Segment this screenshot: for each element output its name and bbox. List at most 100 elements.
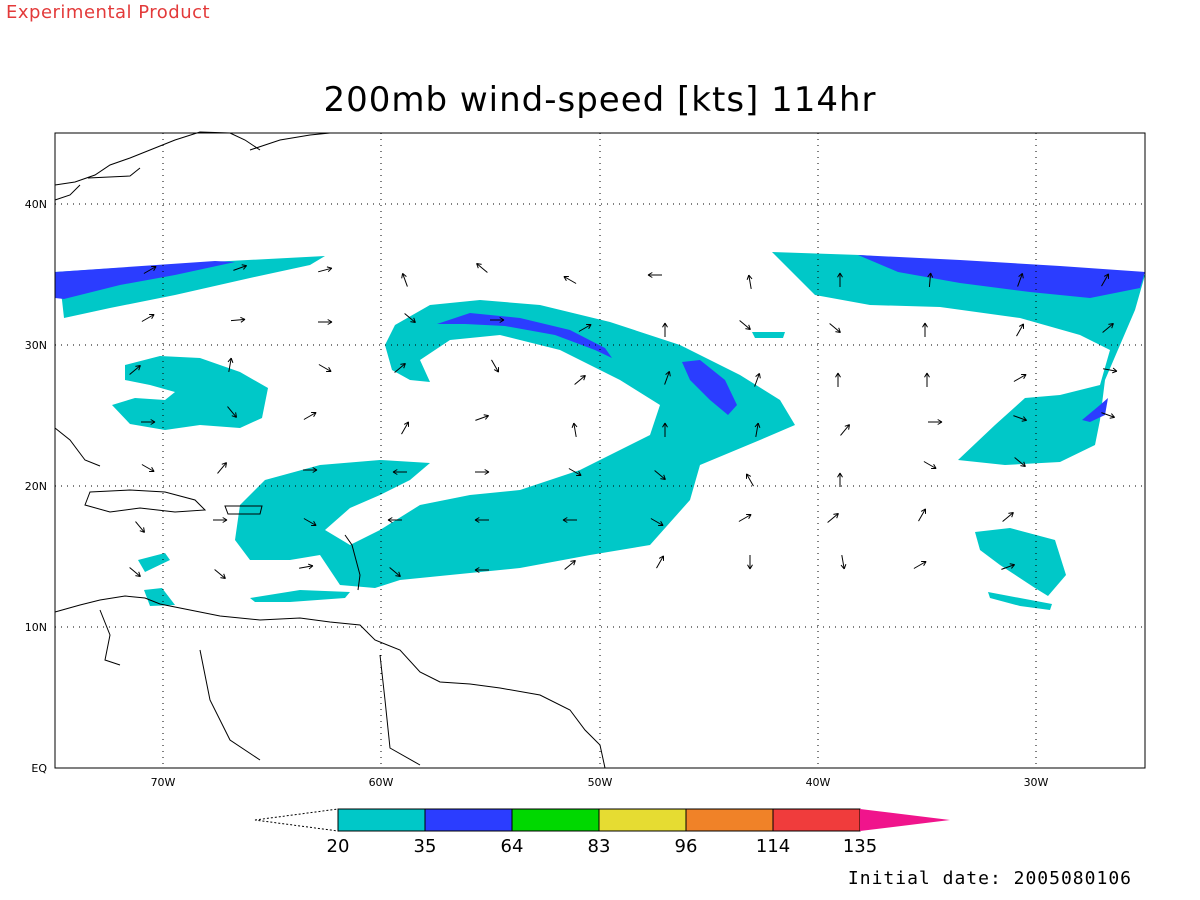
wind-arrow-head: [499, 317, 505, 321]
wind-arrow-head: [937, 419, 943, 423]
wind-arrow-head: [1023, 416, 1027, 421]
wind-arrow-head: [1023, 374, 1027, 380]
wind-arrow-head: [837, 272, 841, 278]
wind-arrow-head: [398, 571, 401, 577]
wind-arrow: [578, 324, 592, 332]
wind-arrow-head: [392, 469, 398, 473]
shade-20-small-patch: [752, 332, 785, 338]
initial-date-label: Initial date: 2005080106: [847, 868, 1132, 889]
wind-arrow-head: [313, 520, 317, 526]
wind-arrow-head: [570, 560, 576, 562]
wind-arrow: [214, 569, 226, 579]
coastline-nova-scotia: [249, 132, 331, 151]
wind-arrow-head: [222, 517, 228, 521]
shade-20-blob-west: [112, 356, 268, 430]
wind-arrow: [303, 518, 317, 526]
wind-arrow: [564, 560, 576, 570]
wind-arrow-head: [835, 331, 841, 333]
wind-arrow: [227, 406, 237, 418]
wind-arrow-head: [835, 372, 839, 378]
wind-arrow: [318, 364, 332, 372]
wind-arrow-head: [476, 263, 479, 269]
coastline-lesser-antilles: [344, 534, 361, 591]
wind-arrow: [135, 521, 145, 533]
wind-arrow-head: [135, 575, 141, 577]
wind-arrow-head: [571, 422, 575, 428]
wind-arrow: [913, 561, 927, 569]
shade-20-bit-caribbean-2: [144, 588, 175, 606]
wind-arrow-head: [562, 517, 568, 521]
wind-arrow-head: [1021, 273, 1024, 279]
wind-arrow-head: [227, 357, 232, 363]
wind-arrow: [923, 461, 937, 469]
wind-arrow: [217, 462, 227, 474]
wind-arrow-head: [231, 415, 237, 418]
wind-arrow-head: [588, 324, 592, 330]
wind-arrow-head: [933, 463, 937, 469]
wind-arrow: [563, 276, 577, 284]
wind-arrow: [840, 424, 850, 436]
wind-arrow: [143, 266, 157, 274]
wind-arrow-head: [402, 273, 407, 277]
lat-tick-labels: EQ 10N 20N 30N 40N: [25, 198, 48, 775]
wind-arrow: [141, 314, 155, 322]
lat-tick-label: 20N: [25, 480, 47, 493]
shade-35-jet-northeast-tip: [1082, 398, 1108, 422]
wind-arrow-head: [573, 422, 578, 428]
wind-arrow-head: [647, 274, 653, 278]
wind-arrow-head: [839, 272, 843, 278]
wind-arrow-head: [241, 264, 247, 267]
wind-arrow-head: [138, 571, 141, 577]
wind-arrow-head: [235, 412, 237, 418]
chart-title: 200mb wind-speed [kts] 114hr: [323, 80, 877, 120]
lat-tick-label: 30N: [25, 339, 47, 352]
wind-arrow: [476, 263, 488, 273]
wind-arrow-head: [308, 563, 314, 567]
colorbar-swatch-4: [685, 808, 774, 832]
colorbar-label: 114: [756, 836, 790, 857]
wind-arrow-head: [221, 462, 227, 465]
wind-arrow-head: [757, 422, 761, 428]
wind-arrow-head: [839, 472, 843, 478]
wind-arrow-head: [647, 272, 653, 276]
wind-arrow-head: [758, 373, 761, 379]
wind-arrow: [389, 567, 401, 577]
wind-arrow-head: [924, 372, 928, 378]
wind-arrow-head: [748, 324, 751, 330]
wind-arrow-head: [151, 314, 155, 320]
colorbar-label: 96: [675, 836, 698, 857]
wind-arrow-head: [1009, 563, 1015, 566]
shade-20-central-hook: [235, 300, 795, 588]
wind-arrow-head: [754, 422, 759, 428]
wind-arrow-head: [493, 369, 499, 373]
wind-arrow: [299, 565, 313, 569]
wind-arrow-head: [1008, 512, 1014, 514]
wind-arrow: [656, 555, 664, 569]
wind-arrow: [1001, 564, 1015, 570]
wind-arrow: [230, 318, 246, 322]
lon-tick-labels: 70W 60W 50W 40W 30W: [151, 776, 1049, 789]
wind-arrow: [654, 470, 666, 480]
coastline-north-america: [54, 131, 261, 201]
coastline-south-america: [54, 595, 606, 769]
wind-arrow-head: [1109, 416, 1115, 419]
wind-arrow-head: [746, 473, 752, 477]
wind-arrow-head: [748, 514, 752, 520]
wind-arrow-head: [327, 321, 333, 325]
wind-arrow-head: [583, 375, 586, 381]
wind-arrow: [754, 373, 760, 387]
wind-arrow-head: [313, 412, 317, 418]
wind-arrow-head: [746, 274, 750, 280]
shade-20-bit-caribbean-3: [250, 590, 350, 602]
wind-arrow: [664, 371, 670, 385]
wind-arrow-head: [836, 513, 839, 519]
wind-arrow: [1013, 374, 1027, 382]
wind-arrow-head: [937, 421, 943, 425]
wind-arrow-head: [1112, 370, 1118, 374]
wind-arrow-head: [1011, 512, 1014, 518]
wind-arrow-head: [328, 366, 332, 372]
colorbar-label: 64: [501, 836, 524, 857]
wind-arrow: [228, 358, 232, 372]
wind-arrow-head: [924, 322, 928, 328]
